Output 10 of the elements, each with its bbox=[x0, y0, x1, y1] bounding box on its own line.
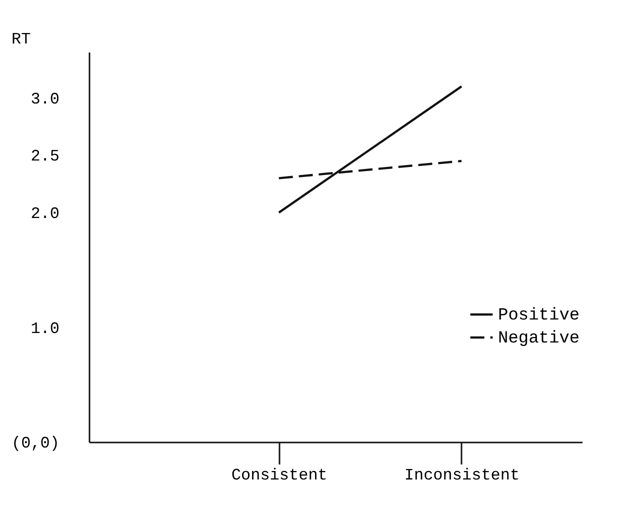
legend-label: Positive bbox=[498, 306, 580, 326]
y-tick-label: (0,0) bbox=[11, 434, 60, 452]
y-tick-label: 1.0 bbox=[30, 320, 60, 338]
y-tick-label: 2.0 bbox=[30, 205, 60, 224]
x-tick-label: Inconsistent bbox=[404, 466, 520, 484]
x-tick-label: Consistent bbox=[231, 466, 328, 484]
legend-label: Negative bbox=[498, 330, 580, 348]
y-tick-label: 2.5 bbox=[30, 148, 60, 166]
y-axis-title: RT bbox=[12, 30, 31, 48]
y-tick-label: 3.0 bbox=[30, 90, 60, 108]
